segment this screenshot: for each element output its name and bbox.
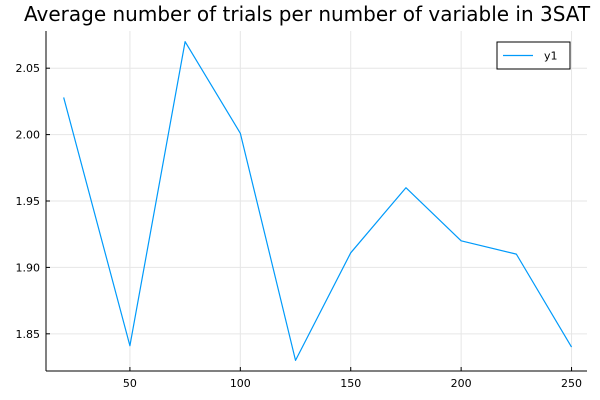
series-lines <box>63 41 573 361</box>
x-tick-label: 50 <box>123 377 137 390</box>
y-tick-label: 2.05 <box>16 62 41 75</box>
x-tick-label: 100 <box>230 377 251 390</box>
y-tick-labels: 1.85 1.90 1.95 2.00 2.05 <box>16 62 50 341</box>
x-tick-label: 150 <box>340 377 361 390</box>
x-tick-label: 250 <box>561 377 582 390</box>
x-tick-labels: 50 100 150 200 250 <box>123 367 582 390</box>
legend: y1 <box>496 41 571 70</box>
x-tick-label: 200 <box>451 377 472 390</box>
y-tick-label: 1.90 <box>16 261 41 274</box>
y-tick-label: 1.85 <box>16 328 41 341</box>
y-tick-label: 1.95 <box>16 195 41 208</box>
legend-label: y1 <box>544 50 558 63</box>
chart-title: Average number of trials per number of v… <box>24 2 591 26</box>
series-line-y1 <box>63 41 573 361</box>
y-tick-label: 2.00 <box>16 129 41 142</box>
